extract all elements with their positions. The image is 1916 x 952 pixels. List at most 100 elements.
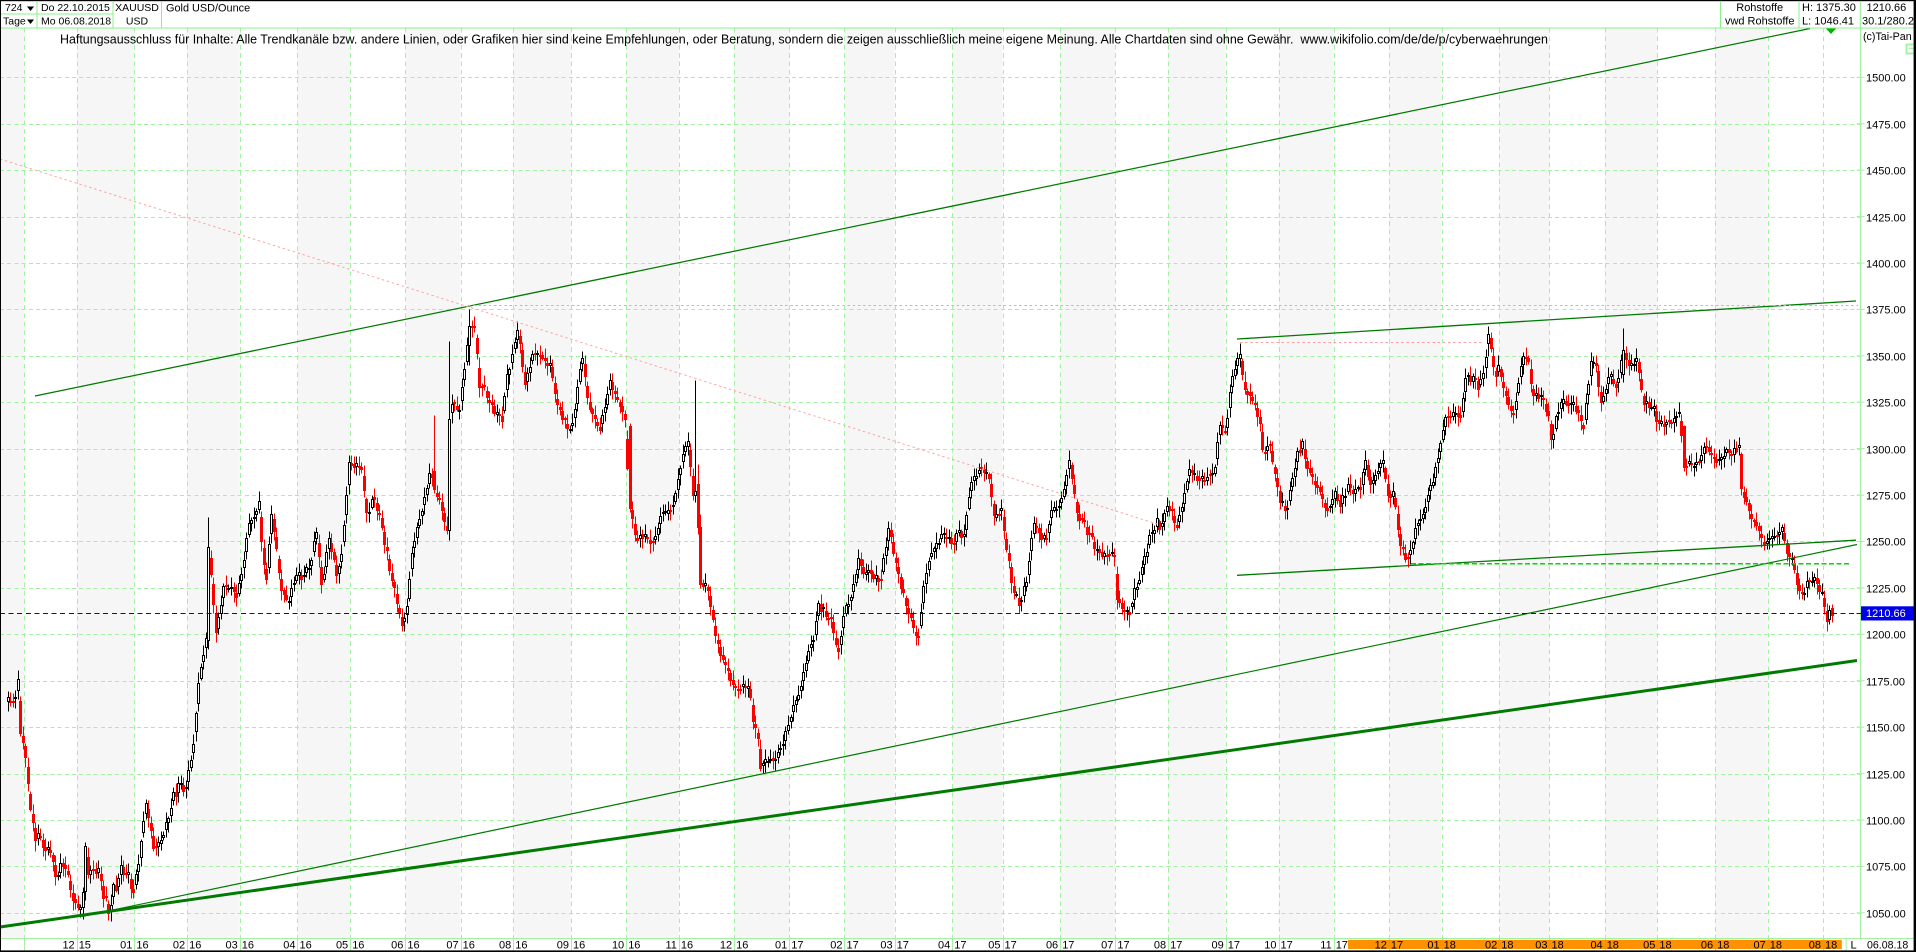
- svg-text:06: 06: [1046, 939, 1058, 951]
- svg-text:30.1/280.2: 30.1/280.2: [1862, 16, 1914, 28]
- svg-text:1475.00: 1475.00: [1866, 120, 1906, 132]
- svg-text:15: 15: [79, 939, 91, 951]
- svg-text:08: 08: [1809, 939, 1821, 951]
- svg-text:17: 17: [791, 939, 803, 951]
- svg-text:04: 04: [283, 939, 295, 951]
- svg-text:1425.00: 1425.00: [1866, 213, 1906, 225]
- svg-text:16: 16: [463, 939, 475, 951]
- svg-text:18: 18: [1501, 939, 1513, 951]
- svg-text:L: L: [1850, 939, 1856, 951]
- svg-text:12: 12: [720, 939, 732, 951]
- svg-text:Haftungsausschluss für Inhalte: Haftungsausschluss für Inhalte: Alle Tre…: [60, 33, 1548, 47]
- svg-text:1350.00: 1350.00: [1866, 352, 1906, 364]
- svg-text:11: 11: [665, 939, 676, 951]
- svg-text:03: 03: [880, 939, 892, 951]
- svg-text:16: 16: [189, 939, 201, 951]
- svg-text:18: 18: [1552, 939, 1564, 951]
- svg-text:04: 04: [1590, 939, 1602, 951]
- svg-text:724: 724: [5, 2, 23, 14]
- svg-text:04: 04: [938, 939, 950, 951]
- svg-text:18: 18: [1607, 939, 1619, 951]
- svg-text:1125.00: 1125.00: [1866, 770, 1905, 782]
- svg-text:17: 17: [897, 939, 909, 951]
- svg-text:09: 09: [557, 939, 569, 951]
- svg-text:16: 16: [407, 939, 419, 951]
- svg-text:01: 01: [120, 939, 132, 951]
- svg-text:03: 03: [226, 939, 238, 951]
- svg-text:17: 17: [1005, 939, 1017, 951]
- svg-text:16: 16: [681, 939, 693, 951]
- svg-text:01: 01: [775, 939, 787, 951]
- svg-text:08: 08: [1154, 939, 1166, 951]
- svg-text:02: 02: [830, 939, 842, 951]
- svg-text:10: 10: [1264, 939, 1276, 951]
- svg-text:Mo 06.08.2018: Mo 06.08.2018: [41, 16, 111, 28]
- svg-text:16: 16: [736, 939, 748, 951]
- svg-text:17: 17: [1228, 939, 1240, 951]
- svg-text:1050.00: 1050.00: [1866, 909, 1906, 921]
- svg-text:17: 17: [954, 939, 966, 951]
- svg-text:07: 07: [1101, 939, 1113, 951]
- svg-text:05: 05: [336, 939, 348, 951]
- svg-text:03: 03: [1535, 939, 1547, 951]
- svg-text:1150.00: 1150.00: [1866, 723, 1905, 735]
- svg-text:1175.00: 1175.00: [1866, 677, 1905, 689]
- svg-text:06.08.18: 06.08.18: [1867, 939, 1908, 951]
- svg-text:USD: USD: [126, 16, 149, 28]
- svg-text:06: 06: [391, 939, 403, 951]
- svg-text:11: 11: [1320, 939, 1331, 951]
- svg-text:XAUUSD: XAUUSD: [115, 2, 159, 14]
- svg-text:16: 16: [573, 939, 585, 951]
- svg-text:1300.00: 1300.00: [1866, 445, 1906, 457]
- svg-text:1250.00: 1250.00: [1866, 537, 1906, 549]
- svg-text:16: 16: [628, 939, 640, 951]
- svg-text:L: 1046.41: L: 1046.41: [1802, 16, 1854, 28]
- svg-text:1400.00: 1400.00: [1866, 259, 1906, 271]
- svg-text:17: 17: [1170, 939, 1182, 951]
- svg-text:18: 18: [1770, 939, 1782, 951]
- svg-text:1075.00: 1075.00: [1866, 862, 1906, 874]
- svg-text:17: 17: [1281, 939, 1293, 951]
- svg-text:1450.00: 1450.00: [1866, 166, 1906, 178]
- svg-text:17: 17: [1391, 939, 1403, 951]
- svg-text:18: 18: [1717, 939, 1729, 951]
- svg-text:Rohstoffe: Rohstoffe: [1736, 2, 1783, 14]
- svg-text:1100.00: 1100.00: [1866, 816, 1905, 828]
- svg-text:18: 18: [1659, 939, 1671, 951]
- svg-text:17: 17: [1117, 939, 1129, 951]
- svg-text:1210.66: 1210.66: [1866, 608, 1906, 620]
- svg-text:1375.00: 1375.00: [1866, 305, 1906, 317]
- svg-text:1210.66: 1210.66: [1867, 2, 1907, 14]
- svg-text:1200.00: 1200.00: [1866, 630, 1906, 642]
- svg-text:18: 18: [1444, 939, 1456, 951]
- svg-text:06: 06: [1701, 939, 1713, 951]
- svg-text:18: 18: [1825, 939, 1837, 951]
- svg-text:07: 07: [1754, 939, 1766, 951]
- svg-text:07: 07: [446, 939, 458, 951]
- svg-text:12: 12: [62, 939, 74, 951]
- svg-text:09: 09: [1212, 939, 1224, 951]
- svg-text:Tage: Tage: [3, 16, 26, 28]
- svg-text:16: 16: [515, 939, 527, 951]
- svg-text:17: 17: [847, 939, 859, 951]
- svg-text:1225.00: 1225.00: [1866, 584, 1906, 596]
- svg-text:1325.00: 1325.00: [1866, 398, 1906, 410]
- svg-text:(c)Tai-Pan: (c)Tai-Pan: [1863, 31, 1912, 43]
- svg-text:16: 16: [136, 939, 148, 951]
- svg-text:vwd Rohstoffe: vwd Rohstoffe: [1725, 16, 1795, 28]
- svg-text:H: 1375.30: H: 1375.30: [1802, 2, 1856, 14]
- svg-text:02: 02: [1485, 939, 1497, 951]
- svg-text:12: 12: [1375, 939, 1387, 951]
- svg-text:16: 16: [242, 939, 254, 951]
- svg-text:10: 10: [612, 939, 624, 951]
- svg-text:Do 22.10.2015: Do 22.10.2015: [41, 2, 110, 14]
- svg-text:01: 01: [1427, 939, 1439, 951]
- svg-text:17: 17: [1336, 939, 1348, 951]
- svg-text:16: 16: [300, 939, 312, 951]
- svg-text:Gold USD/Ounce: Gold USD/Ounce: [166, 3, 250, 15]
- svg-text:17: 17: [1062, 939, 1074, 951]
- svg-text:05: 05: [988, 939, 1000, 951]
- svg-text:08: 08: [499, 939, 511, 951]
- svg-text:05: 05: [1643, 939, 1655, 951]
- svg-text:16: 16: [352, 939, 364, 951]
